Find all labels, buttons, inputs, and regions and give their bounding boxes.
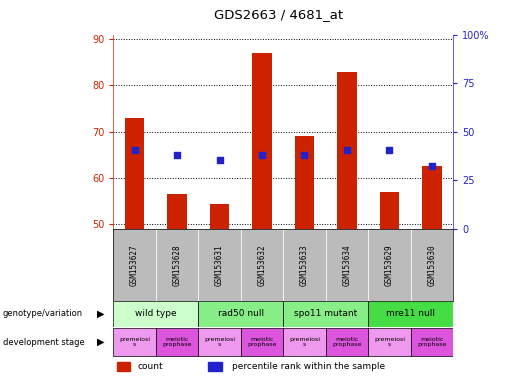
Bar (337, 71, 356, 229)
Point (343, 147, 351, 153)
Text: meiotic
prophase: meiotic prophase (247, 337, 277, 347)
Bar (283, 301, 368, 327)
Text: rad50 null: rad50 null (218, 310, 264, 318)
Bar (198, 328, 241, 356)
Text: ▶: ▶ (97, 337, 104, 347)
Bar (325, 328, 368, 356)
Bar (410, 328, 453, 356)
Text: GSM153634: GSM153634 (342, 244, 351, 286)
Text: count: count (137, 362, 163, 371)
Text: wild type: wild type (135, 310, 177, 318)
Bar (368, 301, 453, 327)
Bar (167, 194, 186, 229)
Text: genotype/variation: genotype/variation (3, 310, 83, 318)
Bar (113, 301, 198, 327)
Text: development stage: development stage (3, 338, 84, 346)
Text: mre11 null: mre11 null (386, 310, 435, 318)
Text: GSM153628: GSM153628 (173, 244, 181, 286)
Bar (117, 362, 130, 371)
Point (300, 152, 308, 158)
Point (130, 147, 139, 153)
Bar (156, 328, 198, 356)
Bar (283, 328, 325, 356)
Text: GSM153627: GSM153627 (130, 244, 139, 286)
Text: premeiosi
s: premeiosi s (289, 337, 320, 347)
Text: GSM153631: GSM153631 (215, 244, 224, 286)
Bar (422, 167, 441, 229)
Bar (241, 328, 283, 356)
Point (215, 156, 224, 162)
Bar (113, 328, 156, 356)
Bar (198, 301, 283, 327)
Text: GSM153632: GSM153632 (258, 244, 266, 286)
Bar (252, 53, 271, 229)
Text: ▶: ▶ (97, 309, 104, 319)
Point (173, 152, 181, 158)
Bar (209, 362, 222, 371)
Text: percentile rank within the sample: percentile rank within the sample (232, 362, 385, 371)
Text: GDS2663 / 4681_at: GDS2663 / 4681_at (214, 8, 342, 21)
Text: meiotic
prophase: meiotic prophase (417, 337, 447, 347)
Bar (380, 192, 399, 229)
Bar (295, 136, 314, 229)
Point (385, 147, 393, 153)
Bar (125, 118, 144, 229)
Text: GSM153633: GSM153633 (300, 244, 309, 286)
Text: premeiosi
s: premeiosi s (119, 337, 150, 347)
Text: premeiosi
s: premeiosi s (204, 337, 235, 347)
Text: GSM153629: GSM153629 (385, 244, 394, 286)
Point (258, 152, 266, 158)
Text: meiotic
prophase: meiotic prophase (332, 337, 362, 347)
Text: spo11 mutant: spo11 mutant (294, 310, 357, 318)
Bar (210, 204, 229, 229)
Text: meiotic
prophase: meiotic prophase (162, 337, 192, 347)
Point (428, 164, 436, 170)
Text: GSM153630: GSM153630 (427, 244, 436, 286)
Text: premeiosi
s: premeiosi s (374, 337, 405, 347)
Bar (368, 328, 410, 356)
